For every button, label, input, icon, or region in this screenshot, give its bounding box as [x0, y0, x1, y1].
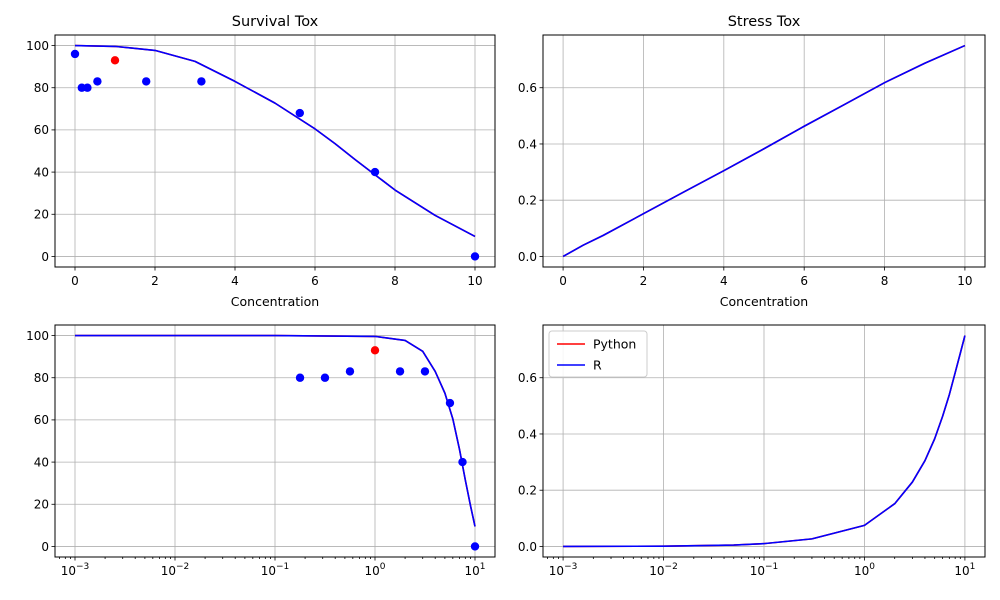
- x-tick-label: 101: [954, 562, 975, 578]
- x-tick-label: 101: [464, 562, 485, 578]
- series-line-r: [563, 335, 966, 548]
- x-tick-label: 4: [720, 274, 728, 288]
- y-tick-label: 40: [34, 455, 49, 469]
- y-tick-label: 0.6: [518, 371, 537, 385]
- data-point: [458, 457, 467, 467]
- x-tick-exponent: 1: [480, 562, 486, 572]
- y-tick-label: 0.4: [518, 137, 537, 151]
- x-tick-label: 10: [467, 274, 482, 288]
- series-line-python: [74, 44, 476, 238]
- data-point: [395, 367, 405, 376]
- y-tick-label: 80: [34, 81, 49, 95]
- data-point: [110, 56, 120, 65]
- x-tick-label: 10: [957, 274, 972, 288]
- series-line-r: [75, 334, 476, 527]
- y-tick-label: 100: [26, 329, 49, 343]
- x-tick-label: 4: [231, 274, 239, 288]
- axes-frame: [54, 324, 496, 558]
- y-tick-label: 0: [41, 540, 49, 554]
- chart-title: Stress Tox: [728, 14, 801, 30]
- y-tick-label: 0.0: [518, 540, 537, 554]
- y-tick-label: 80: [34, 371, 49, 385]
- y-tick-label: 60: [34, 123, 49, 137]
- y-tick-label: 60: [34, 413, 49, 427]
- data-point: [370, 346, 380, 355]
- y-tick-label: 0.2: [518, 484, 537, 498]
- series-line-r: [562, 44, 966, 258]
- y-tick-label: 20: [34, 498, 49, 512]
- x-tick-label: 10−2: [649, 562, 678, 578]
- x-tick-label: 2: [151, 274, 159, 288]
- legend: Python R: [548, 330, 648, 378]
- subplot-stress_linear: 0 2 4 6 8 10 0.0 0.2 0.4 0.6 Stress Tox Concentrati…: [518, 14, 986, 309]
- x-tick-label: 0: [559, 274, 567, 288]
- x-tick-exponent: 0: [869, 562, 875, 572]
- data-point: [320, 373, 330, 382]
- legend-label: Python: [593, 337, 636, 352]
- y-tick-label: 0.0: [518, 250, 537, 264]
- x-axis-label: Concentration: [231, 294, 319, 309]
- y-tick-label: 20: [34, 208, 49, 222]
- x-tick-label: 6: [800, 274, 808, 288]
- legend-label: R: [593, 358, 602, 373]
- x-tick-label: 10−1: [750, 562, 779, 578]
- chart-title: Survival Tox: [232, 14, 319, 30]
- y-tick-label: 0: [41, 250, 49, 264]
- data-point: [345, 367, 355, 376]
- data-point: [295, 108, 304, 118]
- axes-frame: [54, 34, 496, 268]
- data-point: [470, 542, 480, 551]
- x-tick-label: 10−2: [161, 562, 190, 578]
- x-tick-exponent: 0: [380, 562, 386, 572]
- x-tick-exponent: −2: [665, 562, 678, 572]
- data-point: [370, 167, 380, 177]
- x-axis-label: Concentration: [720, 294, 808, 309]
- data-point: [470, 252, 480, 261]
- x-tick-label: 8: [881, 274, 889, 288]
- x-tick-label: 10−3: [549, 562, 578, 578]
- x-tick-label: 0: [71, 274, 79, 288]
- x-tick-label: 10−1: [261, 562, 290, 578]
- data-point: [445, 398, 455, 408]
- x-tick-exponent: −3: [564, 562, 577, 572]
- x-tick-exponent: −3: [76, 562, 89, 572]
- data-point: [197, 77, 206, 86]
- x-tick-label: 6: [311, 274, 319, 288]
- x-tick-label: 2: [640, 274, 648, 288]
- axes-frame: [542, 34, 986, 268]
- x-tick-label: 10−3: [61, 562, 90, 578]
- x-tick-label: 100: [854, 562, 875, 578]
- data-point: [295, 373, 305, 382]
- x-tick-label: 8: [391, 274, 399, 288]
- data-point: [83, 83, 92, 92]
- x-tick-label: 100: [364, 562, 385, 578]
- data-point: [70, 49, 80, 59]
- y-tick-label: 0.4: [518, 427, 537, 441]
- y-tick-label: 100: [26, 39, 49, 53]
- x-tick-exponent: −1: [276, 562, 289, 572]
- x-tick-exponent: −2: [176, 562, 189, 572]
- y-tick-label: 40: [34, 165, 49, 179]
- x-tick-exponent: 1: [970, 562, 976, 572]
- data-point: [142, 77, 151, 86]
- y-tick-label: 0.6: [518, 81, 537, 95]
- data-point: [420, 367, 430, 376]
- x-tick-exponent: −1: [765, 562, 778, 572]
- data-point: [93, 77, 102, 86]
- axes-frame: [542, 324, 986, 558]
- y-tick-label: 0.2: [518, 194, 537, 208]
- series-line-r: [74, 44, 476, 238]
